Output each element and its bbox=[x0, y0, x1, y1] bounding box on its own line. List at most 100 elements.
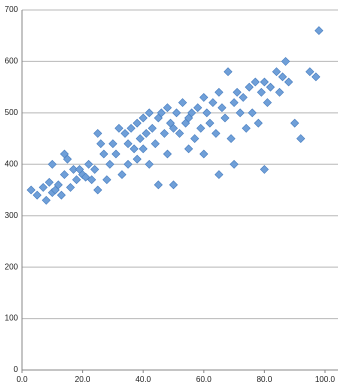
data-point bbox=[41, 195, 51, 205]
data-point bbox=[290, 118, 300, 128]
y-tick-label: 500 bbox=[5, 108, 19, 117]
y-tick-label: 0 bbox=[14, 365, 19, 374]
data-point bbox=[66, 183, 75, 192]
data-point bbox=[163, 149, 172, 159]
data-point bbox=[63, 154, 72, 164]
data-point bbox=[172, 108, 181, 118]
data-point bbox=[214, 87, 224, 97]
data-point bbox=[250, 77, 260, 87]
data-point bbox=[226, 134, 236, 143]
data-point bbox=[235, 108, 245, 118]
y-tick-label: 600 bbox=[5, 57, 19, 66]
data-point bbox=[178, 98, 188, 107]
data-point bbox=[129, 144, 139, 154]
data-point bbox=[96, 139, 106, 149]
x-tick-label: 20.0 bbox=[75, 375, 91, 384]
data-point bbox=[138, 144, 148, 154]
x-tick-label: 0.0 bbox=[16, 375, 28, 384]
data-point bbox=[135, 134, 145, 143]
data-point bbox=[193, 103, 203, 113]
data-point bbox=[84, 159, 94, 169]
data-point bbox=[108, 139, 118, 149]
data-point bbox=[196, 123, 206, 133]
data-point bbox=[253, 118, 263, 128]
data-point bbox=[169, 180, 178, 190]
data-point bbox=[44, 177, 54, 187]
data-point bbox=[202, 108, 212, 118]
data-point bbox=[199, 93, 209, 102]
data-point bbox=[144, 108, 154, 118]
data-point bbox=[144, 159, 154, 169]
data-point bbox=[111, 149, 121, 159]
data-point bbox=[244, 82, 254, 92]
data-point bbox=[190, 134, 200, 143]
data-point bbox=[223, 67, 233, 77]
data-point bbox=[175, 129, 184, 138]
y-tick-label: 200 bbox=[5, 262, 19, 271]
data-point bbox=[114, 123, 124, 133]
data-point bbox=[187, 108, 197, 118]
data-point bbox=[311, 72, 321, 82]
data-point bbox=[81, 172, 91, 182]
data-point bbox=[263, 98, 272, 107]
data-point bbox=[241, 123, 251, 133]
data-point bbox=[93, 129, 103, 138]
data-point bbox=[184, 144, 194, 154]
data-point bbox=[208, 98, 218, 107]
data-point bbox=[275, 87, 284, 97]
data-point bbox=[132, 118, 142, 128]
data-point bbox=[259, 77, 269, 87]
data-point bbox=[169, 123, 178, 133]
data-point bbox=[117, 170, 127, 179]
data-point bbox=[123, 139, 133, 149]
data-point bbox=[284, 77, 294, 87]
data-point bbox=[211, 129, 221, 138]
data-point bbox=[214, 170, 224, 179]
y-tick-label: 100 bbox=[5, 314, 19, 323]
data-point bbox=[238, 93, 248, 102]
data-point bbox=[126, 123, 136, 133]
data-point bbox=[26, 185, 36, 195]
data-point bbox=[93, 185, 103, 195]
data-point bbox=[296, 134, 306, 143]
x-tick-label: 40.0 bbox=[135, 375, 151, 384]
data-point bbox=[153, 180, 163, 190]
data-point bbox=[156, 108, 166, 118]
data-point bbox=[272, 67, 281, 77]
data-point bbox=[266, 82, 275, 92]
data-point bbox=[53, 180, 63, 190]
data-point bbox=[87, 175, 97, 185]
data-point bbox=[150, 139, 160, 149]
data-point bbox=[305, 67, 315, 77]
data-point bbox=[232, 87, 242, 97]
data-point bbox=[147, 123, 157, 133]
x-tick-label: 100.0 bbox=[315, 375, 336, 384]
data-point bbox=[38, 183, 48, 192]
x-tick-label: 80.0 bbox=[257, 375, 273, 384]
data-point bbox=[259, 165, 269, 174]
data-point bbox=[47, 159, 57, 169]
data-point bbox=[138, 113, 148, 123]
data-point bbox=[141, 129, 151, 138]
data-point bbox=[99, 149, 109, 159]
data-point bbox=[199, 149, 209, 159]
data-point bbox=[220, 113, 230, 123]
data-point bbox=[90, 165, 100, 174]
data-point bbox=[229, 159, 239, 169]
data-point bbox=[69, 165, 78, 174]
data-point bbox=[72, 175, 81, 185]
data-point bbox=[217, 103, 227, 113]
data-point bbox=[256, 87, 266, 97]
data-point bbox=[102, 175, 112, 185]
data-point bbox=[105, 159, 115, 169]
data-point bbox=[247, 108, 257, 118]
y-tick-label: 700 bbox=[5, 5, 19, 14]
data-point bbox=[314, 26, 324, 35]
y-tick-label: 400 bbox=[5, 159, 19, 168]
data-point bbox=[159, 129, 169, 138]
data-point bbox=[123, 159, 133, 169]
data-point bbox=[278, 72, 288, 82]
data-point bbox=[163, 103, 172, 113]
